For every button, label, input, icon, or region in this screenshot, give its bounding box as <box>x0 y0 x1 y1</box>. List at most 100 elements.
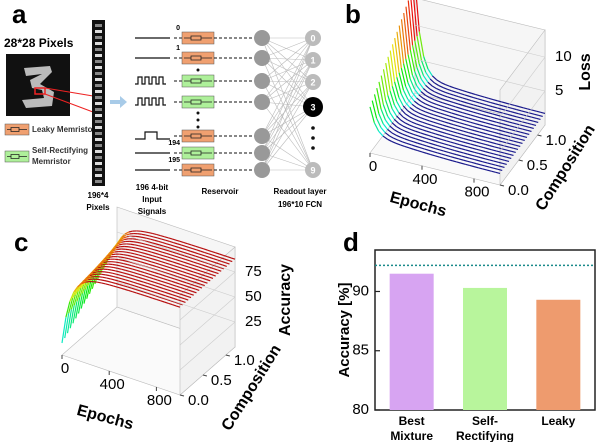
surface-line <box>423 75 429 83</box>
surface-line <box>402 116 408 121</box>
surface-line <box>376 117 382 128</box>
surface-line <box>153 258 159 262</box>
surface-line <box>225 262 230 265</box>
surface-line <box>507 121 513 124</box>
ellipsis-dot <box>311 126 315 130</box>
surface-line <box>147 250 152 253</box>
surface-line <box>133 241 138 243</box>
surface-line <box>92 271 97 274</box>
surface-line <box>470 114 476 117</box>
grid-line <box>414 58 546 152</box>
surface-line <box>424 111 430 114</box>
surface-line <box>165 272 170 275</box>
pixel-cell <box>95 60 102 63</box>
surface-line <box>201 254 207 257</box>
surface-line <box>482 168 488 171</box>
surface-line <box>513 140 519 143</box>
surface-line <box>510 110 515 114</box>
surface-line <box>493 167 499 170</box>
surface-line <box>177 289 183 292</box>
surface-line <box>513 133 519 136</box>
surface-line <box>507 106 513 110</box>
surface-line <box>132 291 137 294</box>
surface-line <box>458 88 463 92</box>
surface-line <box>531 109 537 112</box>
y-tick-label: 85 <box>352 342 369 359</box>
surface-line <box>195 288 200 291</box>
surface-line <box>478 138 484 141</box>
surface-line <box>128 258 133 261</box>
weight <box>261 106 314 154</box>
y-tick <box>518 159 523 162</box>
surface-line <box>430 153 436 157</box>
surface-line <box>398 139 403 143</box>
surface-line <box>489 145 495 148</box>
surface-line <box>454 135 460 138</box>
surface-line <box>490 123 495 126</box>
weight <box>261 37 314 154</box>
surface-line <box>128 267 133 270</box>
surface-line <box>88 272 93 277</box>
surface-line <box>389 125 395 131</box>
surface-line <box>467 139 473 142</box>
surface-line <box>440 90 446 93</box>
surface-line <box>171 271 177 274</box>
surface-line <box>389 135 395 139</box>
surface-line <box>157 259 163 263</box>
surface-line <box>467 153 473 156</box>
surface-line <box>405 58 411 79</box>
surface-line <box>502 148 508 151</box>
surface-line <box>179 240 185 244</box>
memristor-icon <box>184 35 212 41</box>
surface-line <box>146 237 151 240</box>
weight <box>261 59 314 154</box>
surface-line <box>400 19 407 60</box>
surface-line <box>440 105 446 108</box>
pixels-label: Pixels <box>86 203 110 212</box>
surface-line <box>525 118 530 121</box>
surface-line <box>511 136 517 139</box>
surface-line <box>164 258 169 262</box>
surface-line <box>195 245 200 249</box>
surface-line <box>469 150 475 153</box>
surface-line <box>433 129 438 132</box>
surface-line <box>194 265 200 268</box>
output-node <box>305 52 321 68</box>
output-label: 3 <box>310 102 315 112</box>
surface-line <box>482 154 488 157</box>
surface-line <box>120 265 125 268</box>
readout-label: 196*10 FCN <box>278 200 322 209</box>
surface-line <box>498 147 503 150</box>
surface-line <box>136 282 142 286</box>
surface-line <box>503 112 509 116</box>
surface-line <box>407 119 413 123</box>
pixel-cell <box>95 30 102 33</box>
surface-line <box>154 272 159 275</box>
pixel-cell <box>95 114 102 117</box>
surface-line <box>495 171 501 175</box>
surface-line <box>480 157 486 160</box>
surface-line <box>400 136 406 140</box>
surface-line <box>86 281 92 299</box>
surface-line <box>180 263 185 267</box>
surface-line <box>427 100 433 104</box>
surface-line <box>422 114 428 117</box>
surface-line <box>102 259 107 263</box>
surface-line <box>487 133 493 137</box>
surface-line <box>156 246 162 250</box>
surface-line <box>498 140 504 143</box>
surface-line <box>158 240 163 244</box>
surface-line <box>143 249 148 252</box>
surface-line <box>509 125 515 128</box>
surface-line <box>175 249 180 252</box>
surface-line <box>458 158 464 161</box>
surface-line <box>483 118 489 121</box>
surface-line <box>74 285 80 295</box>
surface-line <box>420 124 425 128</box>
surface-line <box>500 151 505 154</box>
surface-line <box>448 108 454 111</box>
surface-line <box>124 288 130 292</box>
surface-line <box>524 132 530 136</box>
surface-line <box>500 158 505 161</box>
